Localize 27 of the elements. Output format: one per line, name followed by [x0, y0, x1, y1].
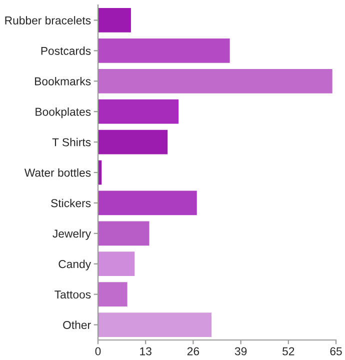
bar: [98, 130, 168, 154]
x-tick-label: 52: [282, 347, 294, 356]
y-tick-label: Jewelry: [52, 229, 92, 240]
y-tick-label: Bookplates: [36, 107, 91, 118]
y-tick-label: Postcards: [41, 46, 91, 55]
y-tick-label: Candy: [58, 260, 92, 270]
y-tick-label: Rubber bracelets: [5, 16, 91, 24]
y-tick-label: T Shirts: [52, 138, 91, 146]
y-tick-label: Bookmarks: [35, 77, 91, 86]
bar: [98, 99, 179, 124]
y-tick-label: Other: [63, 320, 91, 330]
bar: [98, 38, 230, 63]
x-tick-label: 65: [330, 347, 342, 356]
bar: [98, 312, 212, 337]
y-tick-label: Tattoos: [54, 290, 91, 299]
bar: [98, 190, 197, 216]
bar: [98, 252, 135, 276]
x-tick-label: 13: [140, 347, 152, 356]
y-tick-label: Stickers: [51, 198, 91, 208]
bar: [98, 68, 332, 94]
x-tick-label: 39: [234, 347, 247, 356]
bar: [98, 282, 128, 306]
y-tick-label: Water bottles: [24, 168, 91, 177]
x-tick-label: 0: [95, 347, 101, 356]
bar: [98, 221, 150, 246]
x-tick-label: 26: [187, 347, 200, 356]
bar: [98, 8, 131, 32]
